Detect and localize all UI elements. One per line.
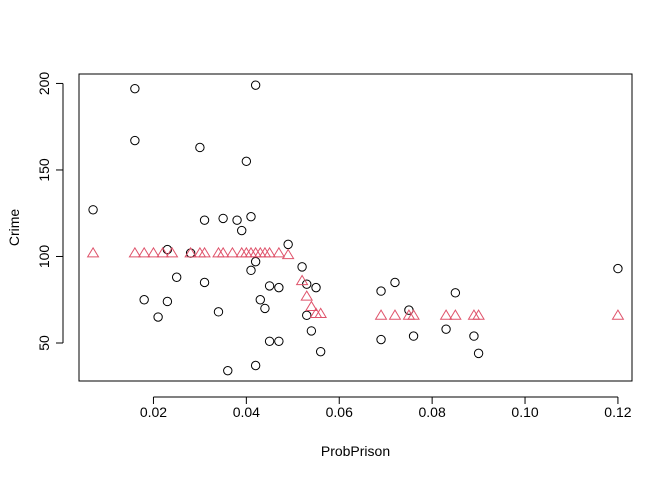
data-point-circle	[88, 205, 98, 215]
data-point-triangle	[314, 307, 328, 318]
data-point-triangle	[198, 246, 211, 258]
data-point-circle	[613, 263, 623, 274]
data-point-circle	[274, 336, 284, 346]
data-point-triangle	[147, 246, 160, 258]
y-tick-label: 150	[36, 158, 52, 182]
y-tick-label: 200	[36, 72, 52, 96]
data-point-circle	[390, 277, 400, 288]
data-point-circle	[450, 288, 461, 298]
data-point-triangle	[439, 309, 453, 320]
plot-frame	[78, 73, 633, 382]
data-point-circle	[250, 80, 261, 90]
x-tick-label: 0.06	[326, 404, 353, 420]
data-point-circle	[199, 277, 210, 288]
y-axis: 50 100 150 200	[36, 72, 64, 351]
data-point-circle	[441, 324, 451, 334]
data-point-triangle	[449, 309, 462, 320]
data-point-triangle	[165, 246, 179, 258]
data-point-circle	[130, 135, 140, 146]
data-points	[86, 80, 625, 376]
data-point-circle	[264, 336, 275, 346]
y-tick-label: 50	[36, 335, 52, 351]
data-point-circle	[469, 331, 479, 341]
data-point-circle	[376, 286, 386, 296]
data-point-circle	[223, 365, 233, 376]
data-point-circle	[139, 295, 149, 305]
data-point-triangle	[374, 309, 388, 320]
data-point-circle	[473, 348, 484, 359]
data-point-circle	[255, 295, 265, 305]
data-point-triangle	[407, 309, 420, 320]
data-point-circle	[306, 326, 317, 336]
data-point-triangle	[281, 248, 295, 260]
data-point-circle	[246, 211, 256, 222]
data-point-circle	[162, 244, 173, 255]
data-point-circle	[171, 272, 182, 282]
data-point-triangle	[216, 246, 230, 258]
data-point-circle	[213, 307, 224, 317]
data-point-triangle	[156, 246, 170, 258]
data-point-triangle	[226, 246, 239, 258]
x-tick-label: 0.08	[419, 404, 446, 420]
data-point-circle	[264, 281, 275, 291]
data-point-circle	[218, 213, 228, 224]
data-point-triangle	[184, 246, 197, 258]
data-point-triangle	[295, 274, 309, 286]
data-point-circle	[195, 142, 205, 153]
data-point-triangle	[128, 246, 142, 258]
data-point-circle	[274, 282, 284, 293]
data-point-circle	[241, 156, 252, 167]
data-point-circle	[232, 215, 242, 225]
data-point-circle	[297, 262, 307, 272]
data-point-circle	[250, 360, 261, 371]
data-point-circle	[260, 303, 270, 314]
y-axis-title: Crime	[6, 209, 22, 247]
data-point-triangle	[300, 290, 314, 301]
data-point-circle	[302, 310, 312, 321]
data-point-circle	[162, 296, 173, 307]
data-point-triangle	[388, 309, 402, 320]
data-point-triangle	[611, 309, 625, 320]
data-point-circle	[315, 346, 326, 357]
data-point-triangle	[86, 246, 100, 258]
data-point-circle	[283, 239, 293, 250]
y-tick-label: 100	[36, 245, 52, 269]
data-point-circle	[408, 331, 419, 341]
data-point-triangle	[137, 246, 151, 258]
data-point-circle	[246, 265, 256, 276]
data-point-circle	[250, 256, 261, 267]
data-point-circle	[130, 83, 140, 94]
x-tick-label: 0.10	[511, 404, 538, 420]
data-point-circle	[237, 225, 247, 236]
data-point-circle	[376, 334, 386, 345]
data-point-triangle	[272, 246, 286, 258]
x-tick-label: 0.12	[604, 404, 631, 420]
x-tick-label: 0.02	[140, 404, 167, 420]
data-point-circle	[153, 312, 163, 322]
data-point-triangle	[472, 309, 485, 320]
x-axis-title: ProbPrison	[321, 443, 390, 459]
data-point-circle	[311, 282, 321, 293]
data-point-triangle	[305, 300, 318, 312]
data-point-circle	[199, 215, 210, 225]
data-point-triangle	[263, 246, 276, 258]
x-axis: 0.02 0.04 0.06 0.08 0.10 0.12	[140, 396, 632, 420]
x-tick-label: 0.04	[233, 404, 260, 420]
